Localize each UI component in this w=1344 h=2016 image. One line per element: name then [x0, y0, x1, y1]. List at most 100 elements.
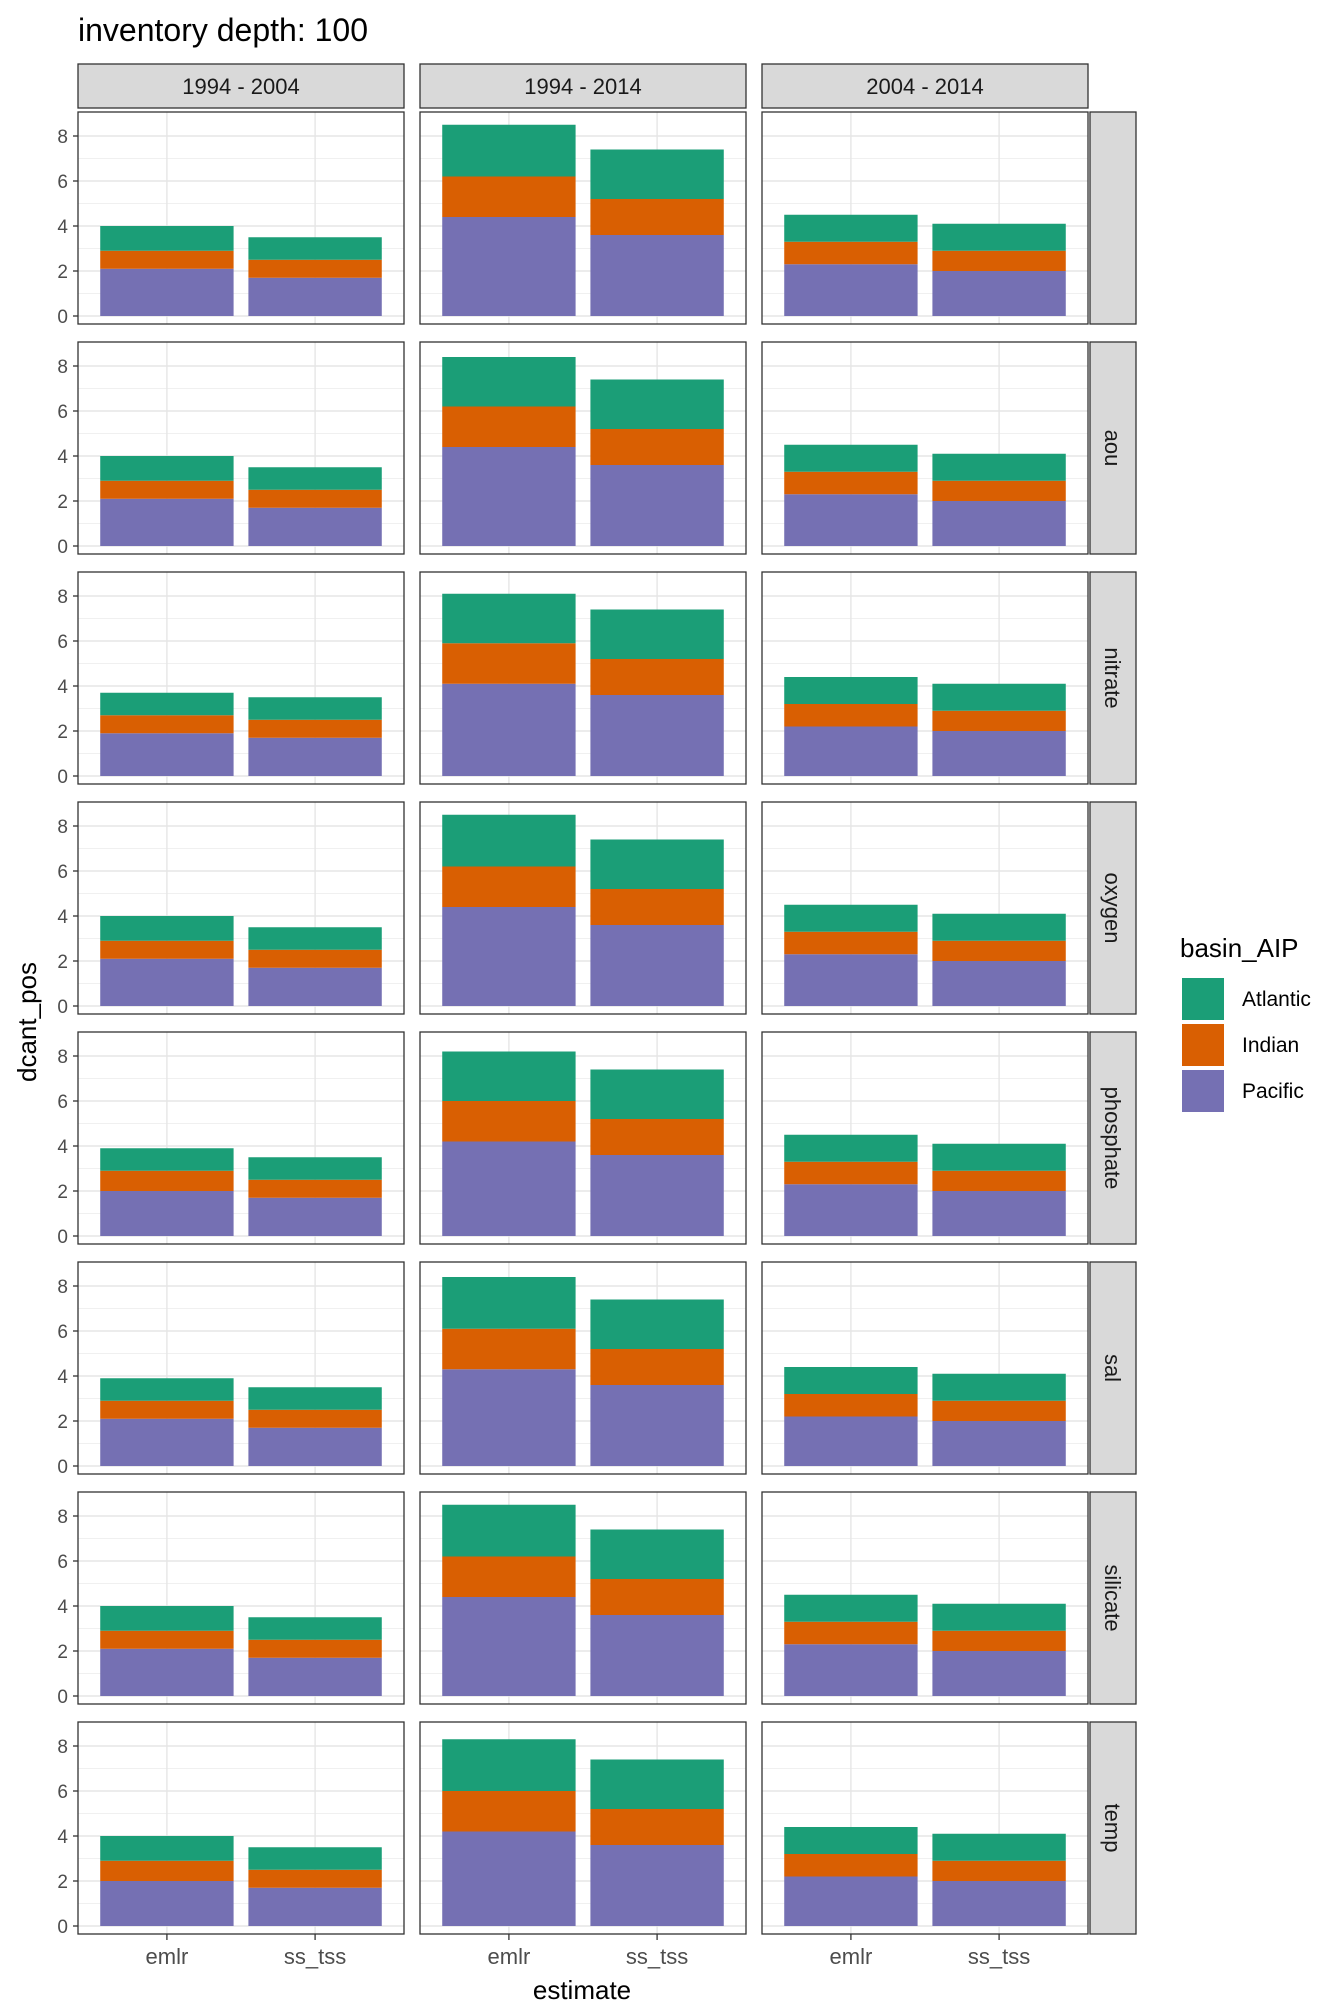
- bar-segment-atlantic: [590, 1299, 724, 1349]
- bar-segment-pacific: [932, 1421, 1066, 1466]
- bar-segment-pacific: [248, 1657, 382, 1696]
- y-tick-label: 6: [57, 402, 68, 423]
- bar-segment-pacific: [784, 264, 918, 316]
- bar-segment-atlantic: [932, 1833, 1066, 1861]
- panel-border: [77, 571, 405, 785]
- bar-segment-pacific: [248, 737, 382, 776]
- panel-border: [761, 111, 1089, 325]
- bar-segment-atlantic: [784, 444, 918, 472]
- legend-key-indian: [1182, 1024, 1224, 1066]
- bar-segment-indian: [590, 659, 724, 695]
- bar-segment-pacific: [100, 498, 234, 546]
- y-tick-label: 8: [57, 1277, 68, 1298]
- bar-segment-atlantic: [100, 1378, 234, 1401]
- bar-segment-atlantic: [932, 1373, 1066, 1401]
- bar-segment-indian: [248, 489, 382, 508]
- bar-segment-atlantic: [248, 1157, 382, 1180]
- bar-segment-pacific: [442, 1597, 576, 1696]
- panel-border: [419, 571, 747, 785]
- bar-segment-atlantic: [442, 1051, 576, 1101]
- x-tick-label: emlr: [488, 1944, 531, 1969]
- bar-segment-pacific: [590, 925, 724, 1006]
- y-tick-label: 6: [57, 1092, 68, 1113]
- legend: basin_AIP Atlantic Indian Pacific: [1180, 933, 1311, 1112]
- bar-segment-indian: [442, 643, 576, 684]
- bar-segment-indian: [100, 1170, 234, 1191]
- bar-segment-indian: [248, 1179, 382, 1198]
- bar-segment-atlantic: [932, 453, 1066, 481]
- bar-segment-atlantic: [590, 149, 724, 199]
- bar-segment-pacific: [784, 1184, 918, 1236]
- bar-segment-indian: [442, 1556, 576, 1597]
- bar-segment-indian: [784, 1854, 918, 1877]
- bar-segment-indian: [442, 1791, 576, 1832]
- panel-border: [77, 801, 405, 1015]
- panel-border: [77, 1261, 405, 1475]
- col-strip: [761, 63, 1089, 109]
- bar-segment-pacific: [442, 1369, 576, 1466]
- y-tick-label: 2: [57, 722, 68, 743]
- bar-segment-pacific: [442, 217, 576, 316]
- y-tick-label: 4: [57, 447, 68, 468]
- y-tick-label: 6: [57, 862, 68, 883]
- row-strip: [1089, 1031, 1137, 1245]
- y-tick-label: 2: [57, 1642, 68, 1663]
- bar-segment-atlantic: [590, 379, 724, 429]
- bar-segment-pacific: [248, 277, 382, 316]
- col-strip-label: 1994 - 2004: [182, 74, 299, 99]
- y-tick-label: 0: [57, 1227, 68, 1248]
- bar-segment-indian: [100, 250, 234, 269]
- bar-segment-indian: [932, 480, 1066, 501]
- row-strip-label: phosphate: [1100, 1087, 1125, 1190]
- bar-segment-atlantic: [590, 609, 724, 659]
- bar-segment-indian: [784, 1621, 918, 1645]
- bar-segment-indian: [442, 406, 576, 447]
- col-strip-label: 1994 - 2014: [524, 74, 641, 99]
- bar-segment-pacific: [248, 507, 382, 546]
- bar-segment-atlantic: [248, 697, 382, 720]
- bar-segment-atlantic: [100, 692, 234, 716]
- bar-segment-atlantic: [100, 456, 234, 481]
- x-tick-label: ss_tss: [626, 1944, 688, 1969]
- bar-segment-pacific: [932, 1191, 1066, 1236]
- bar-segment-pacific: [442, 447, 576, 546]
- bar-segment-pacific: [590, 465, 724, 546]
- panel-border: [761, 801, 1089, 1015]
- x-tick-label: emlr: [146, 1944, 189, 1969]
- panel-border: [761, 571, 1089, 785]
- bar-segment-indian: [100, 1400, 234, 1419]
- bar-segment-pacific: [590, 1155, 724, 1236]
- bar-segment-pacific: [784, 1644, 918, 1696]
- bar-segment-atlantic: [442, 357, 576, 407]
- bar-segment-atlantic: [100, 1148, 234, 1171]
- bar-segment-pacific: [442, 1141, 576, 1236]
- y-tick-label: 6: [57, 1322, 68, 1343]
- row-strip-label: aou: [1100, 430, 1125, 467]
- bar-segment-indian: [590, 1119, 724, 1155]
- panel-border: [419, 341, 747, 555]
- bar-segment-pacific: [784, 1876, 918, 1926]
- y-tick-label: 8: [57, 1737, 68, 1758]
- bar-segment-atlantic: [100, 226, 234, 251]
- bar-segment-pacific: [100, 958, 234, 1006]
- y-tick-label: 0: [57, 1917, 68, 1938]
- bar-segment-atlantic: [932, 683, 1066, 711]
- chart-title: inventory depth: 100: [78, 12, 368, 48]
- y-tick-label: 8: [57, 1047, 68, 1068]
- panel-border: [419, 1031, 747, 1245]
- bar-segment-indian: [100, 1860, 234, 1881]
- col-strip-label: 2004 - 2014: [866, 74, 983, 99]
- y-axis-label: dcant_pos: [12, 962, 42, 1082]
- bar-segment-indian: [932, 710, 1066, 731]
- bar-segment-atlantic: [248, 237, 382, 260]
- row-strip: [1089, 801, 1137, 1015]
- bar-segment-pacific: [590, 1845, 724, 1926]
- bar-segment-pacific: [932, 271, 1066, 316]
- bar-segment-indian: [784, 471, 918, 495]
- panel-border: [761, 1491, 1089, 1705]
- bar-segment-atlantic: [784, 1134, 918, 1162]
- bar-segment-pacific: [932, 501, 1066, 546]
- y-tick-label: 2: [57, 1872, 68, 1893]
- y-tick-label: 4: [57, 217, 68, 238]
- bar-segment-pacific: [248, 1887, 382, 1926]
